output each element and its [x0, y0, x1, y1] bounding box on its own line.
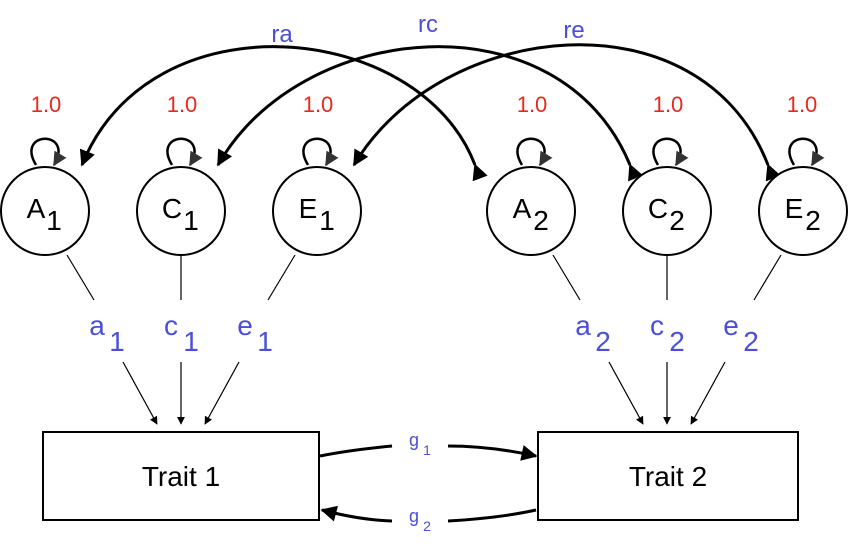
latent-node-E1: E 1	[272, 166, 362, 256]
latent-node-letter: E	[785, 193, 804, 224]
cross-label-sub: 2	[423, 518, 431, 534]
latent-node-sub: 1	[319, 205, 335, 236]
path-label-e2: e 2	[723, 310, 759, 357]
path-a2-lower	[608, 361, 644, 425]
path-label-sub: 2	[669, 326, 685, 357]
latent-node-C1: C 1	[136, 166, 226, 256]
path-label-sub: 1	[109, 326, 125, 357]
path-label-e1: e 1	[237, 310, 273, 357]
path-label-letter: a	[575, 310, 591, 341]
correlation-arcs: ra rc re	[79, 11, 781, 182]
arc-ra	[79, 45, 488, 182]
variance-loop-A1: 1.0	[30, 92, 67, 167]
corr-label-ra: ra	[271, 21, 293, 48]
path-a1-lower	[122, 361, 158, 425]
variance-label-C2: 1.0	[653, 92, 684, 117]
path-e2-upper	[753, 254, 782, 301]
trait-label: Trait 1	[142, 461, 220, 492]
cross-path-g1-right	[447, 444, 538, 461]
path-e1-lower	[204, 361, 240, 425]
latent-node-sub: 1	[183, 205, 199, 236]
variance-label-C1: 1.0	[167, 92, 198, 117]
cross-path-g2-right	[447, 508, 537, 523]
path-a2-upper	[552, 254, 581, 301]
cross-label-letter: g	[409, 430, 419, 450]
cross-label-g1: g 1	[409, 430, 431, 458]
factor-paths	[66, 254, 782, 425]
trait-boxes: Trait 1 Trait 2	[42, 431, 799, 521]
latent-node-letter: A	[27, 193, 46, 224]
latent-node-E2: E 2	[758, 166, 848, 256]
path-label-c1: c 1	[164, 310, 199, 357]
arc-rc	[216, 45, 643, 182]
path-label-letter: c	[164, 310, 178, 341]
path-label-letter: e	[237, 310, 253, 341]
variance-label-A2: 1.0	[517, 92, 548, 117]
latent-node-sub: 2	[669, 205, 685, 236]
latent-node-letter: E	[299, 193, 318, 224]
latent-node-sub: 2	[805, 205, 821, 236]
path-label-letter: c	[650, 310, 664, 341]
corr-label-rc: rc	[418, 11, 438, 38]
cross-label-letter: g	[409, 506, 419, 526]
trait-label: Trait 2	[629, 461, 707, 492]
trait-box-1: Trait 1	[42, 431, 320, 521]
cross-label-sub: 1	[423, 442, 431, 458]
trait-box-2: Trait 2	[537, 431, 799, 521]
variance-label-E2: 1.0	[787, 92, 818, 117]
path-label-a1: a 1	[89, 310, 125, 357]
variance-loop-E2: 1.0	[787, 92, 825, 167]
path-label-letter: e	[723, 310, 739, 341]
latent-node-A2: A 2	[486, 166, 576, 256]
cross-paths: g 1 g 2	[319, 430, 538, 534]
path-label-letter: a	[89, 310, 105, 341]
variance-loop-A2: 1.0	[516, 92, 553, 167]
latent-node-A1: A 1	[0, 166, 90, 256]
path-label-sub: 1	[183, 326, 199, 357]
variance-loop-C2: 1.0	[652, 92, 689, 167]
path-labels: a 1 c 1 e 1 a 2 c 2 e 2	[89, 310, 759, 357]
cross-path-g2-left	[320, 505, 393, 523]
variance-loop-E1: 1.0	[302, 92, 339, 167]
latent-nodes: A 1 C 1 E 1 A 2 C 2 E 2	[0, 166, 848, 256]
arc-re	[352, 43, 781, 182]
path-label-a2: a 2	[575, 310, 611, 357]
variance-loops: 1.0 1.0 1.0 1.0 1.0 1.0	[30, 92, 825, 167]
cross-path-g1-left	[319, 444, 393, 458]
path-e1-upper	[267, 254, 296, 301]
path-e2-lower	[690, 361, 726, 425]
path-label-sub: 1	[257, 326, 273, 357]
latent-node-sub: 2	[533, 205, 549, 236]
variance-loop-C1: 1.0	[166, 92, 203, 167]
latent-node-letter: C	[648, 193, 668, 224]
path-a1-upper	[66, 254, 95, 301]
path-label-sub: 2	[743, 326, 759, 357]
path-label-sub: 2	[595, 326, 611, 357]
path-label-c2: c 2	[650, 310, 685, 357]
corr-label-re: re	[563, 17, 584, 44]
variance-label-A1: 1.0	[31, 92, 62, 117]
latent-node-C2: C 2	[622, 166, 712, 256]
latent-node-sub: 1	[46, 205, 62, 236]
latent-node-letter: C	[162, 193, 182, 224]
cross-label-g2: g 2	[409, 506, 431, 534]
latent-node-letter: A	[513, 193, 532, 224]
variance-label-E1: 1.0	[303, 92, 334, 117]
